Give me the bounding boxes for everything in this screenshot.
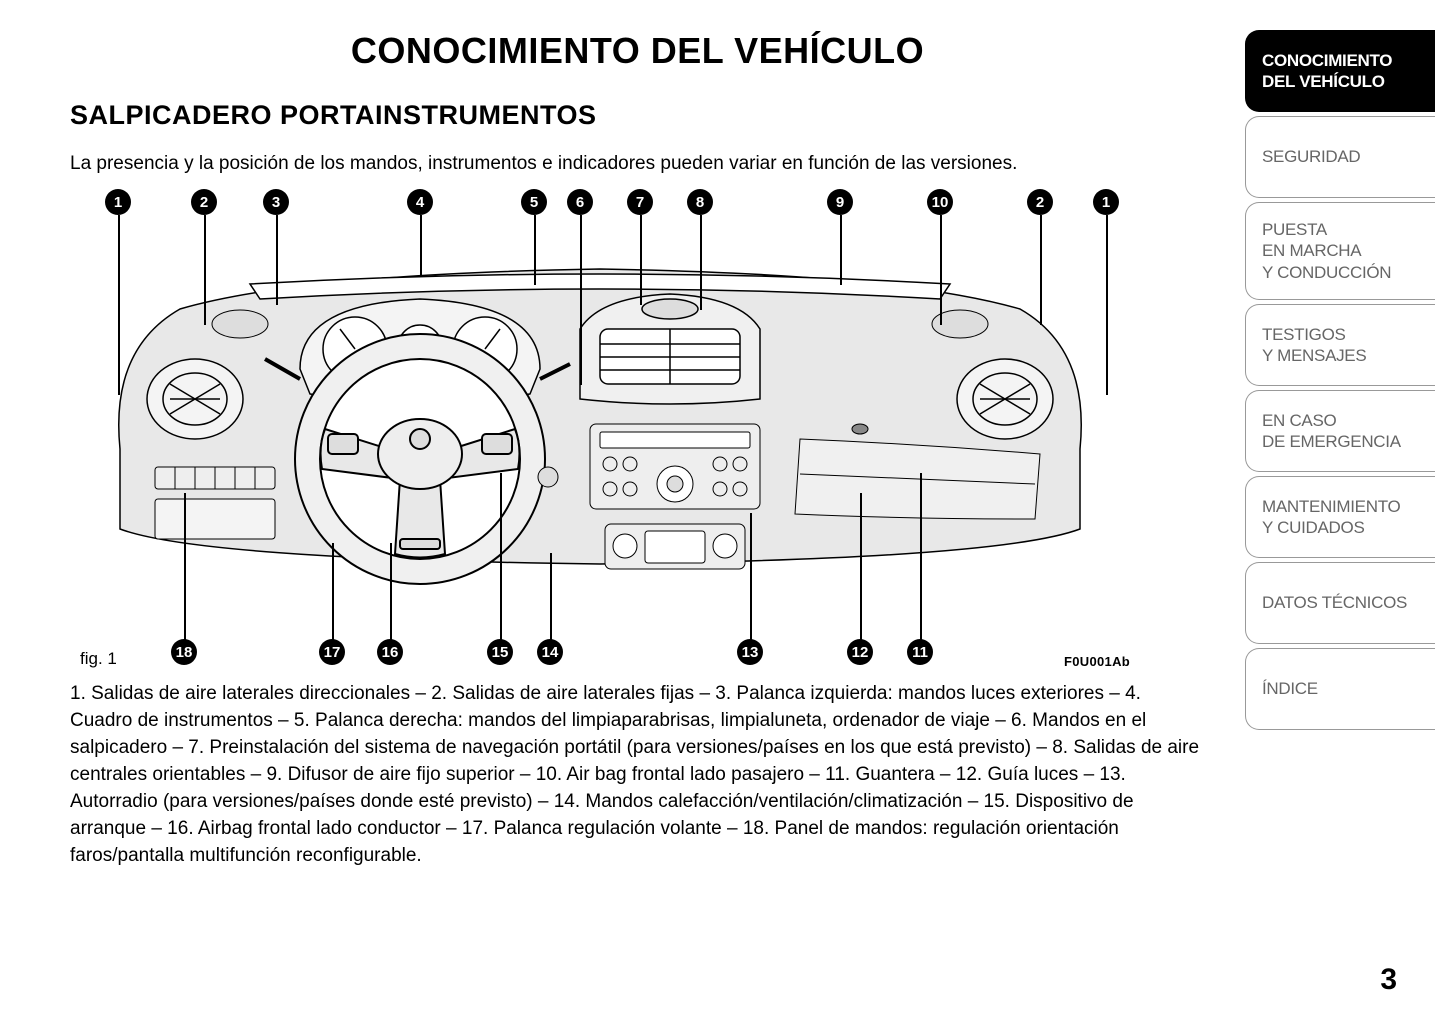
page-title: CONOCIMIENTO DEL VEHÍCULO — [70, 30, 1205, 72]
callouts-bottom: 1817161514131211 — [70, 639, 1130, 669]
side-tabs: CONOCIMIENTO DEL VEHÍCULO SEGURIDAD PUESTA… — [1245, 0, 1445, 1019]
figure-legend: 1. Salidas de aire laterales direccional… — [70, 681, 1205, 870]
callout-line — [534, 215, 536, 285]
figure-code: F0U001Ab — [1064, 654, 1130, 669]
callout-top-6: 6 — [567, 189, 593, 215]
nav-tab-label: ÍNDICE — [1262, 678, 1318, 699]
callout-line — [276, 215, 278, 305]
nav-tab-label: MANTENIMIENTO Y CUIDADOS — [1262, 496, 1400, 539]
callout-line — [332, 543, 334, 643]
intro-text: La presencia y la posición de los mandos… — [70, 153, 1205, 175]
callout-line — [184, 493, 186, 643]
callout-line — [860, 493, 862, 643]
nav-tab-label: EN CASO DE EMERGENCIA — [1262, 410, 1401, 453]
nav-tab-0[interactable]: CONOCIMIENTO DEL VEHÍCULO — [1245, 30, 1435, 112]
callout-line — [700, 215, 702, 310]
callout-top-1: 1 — [1093, 189, 1119, 215]
nav-tab-label: PUESTA EN MARCHA Y CONDUCCIÓN — [1262, 219, 1391, 283]
nav-tab-1[interactable]: SEGURIDAD — [1245, 116, 1435, 198]
nav-tab-label: CONOCIMIENTO DEL VEHÍCULO — [1262, 50, 1392, 93]
nav-tab-label: TESTIGOS Y MENSAJES — [1262, 324, 1366, 367]
callout-line — [940, 215, 942, 325]
callout-top-2: 2 — [191, 189, 217, 215]
nav-tab-6[interactable]: DATOS TÉCNICOS — [1245, 562, 1435, 644]
nav-tab-label: SEGURIDAD — [1262, 146, 1360, 167]
nav-tab-7[interactable]: ÍNDICE — [1245, 648, 1435, 730]
nav-tab-3[interactable]: TESTIGOS Y MENSAJES — [1245, 304, 1435, 386]
section-heading: SALPICADERO PORTAINSTRUMENTOS — [70, 100, 1205, 131]
callout-top-9: 9 — [827, 189, 853, 215]
callout-top-7: 7 — [627, 189, 653, 215]
figure-label: fig. 1 — [80, 649, 117, 669]
callout-top-10: 10 — [927, 189, 953, 215]
callout-line — [920, 473, 922, 643]
callout-line — [118, 215, 120, 395]
callout-line — [1106, 215, 1108, 395]
nav-tab-label: DATOS TÉCNICOS — [1262, 592, 1407, 613]
main-content: CONOCIMIENTO DEL VEHÍCULO SALPICADERO PO… — [0, 0, 1245, 1019]
callout-top-4: 4 — [407, 189, 433, 215]
dashboard-diagram — [100, 229, 1100, 629]
callout-line — [550, 553, 552, 643]
callout-top-1: 1 — [105, 189, 131, 215]
nav-tab-5[interactable]: MANTENIMIENTO Y CUIDADOS — [1245, 476, 1435, 558]
nav-tab-2[interactable]: PUESTA EN MARCHA Y CONDUCCIÓN — [1245, 202, 1435, 300]
nav-tab-4[interactable]: EN CASO DE EMERGENCIA — [1245, 390, 1435, 472]
page-number: 3 — [1380, 963, 1397, 997]
callout-line — [640, 215, 642, 305]
callout-top-5: 5 — [521, 189, 547, 215]
callout-line — [1040, 215, 1042, 325]
callout-line — [750, 513, 752, 643]
dashboard-figure: 1 2 3 4 56 7 8 9 10 2 1 — [70, 189, 1130, 669]
callout-line — [390, 543, 392, 643]
callout-line — [204, 215, 206, 325]
callout-line — [840, 215, 842, 285]
callout-top-8: 8 — [687, 189, 713, 215]
callout-top-2: 2 — [1027, 189, 1053, 215]
callout-line — [420, 215, 422, 275]
callout-top-3: 3 — [263, 189, 289, 215]
callout-line — [580, 215, 582, 385]
callouts-top: 1 2 3 4 56 7 8 9 10 2 1 — [70, 189, 1130, 219]
callout-line — [500, 473, 502, 643]
